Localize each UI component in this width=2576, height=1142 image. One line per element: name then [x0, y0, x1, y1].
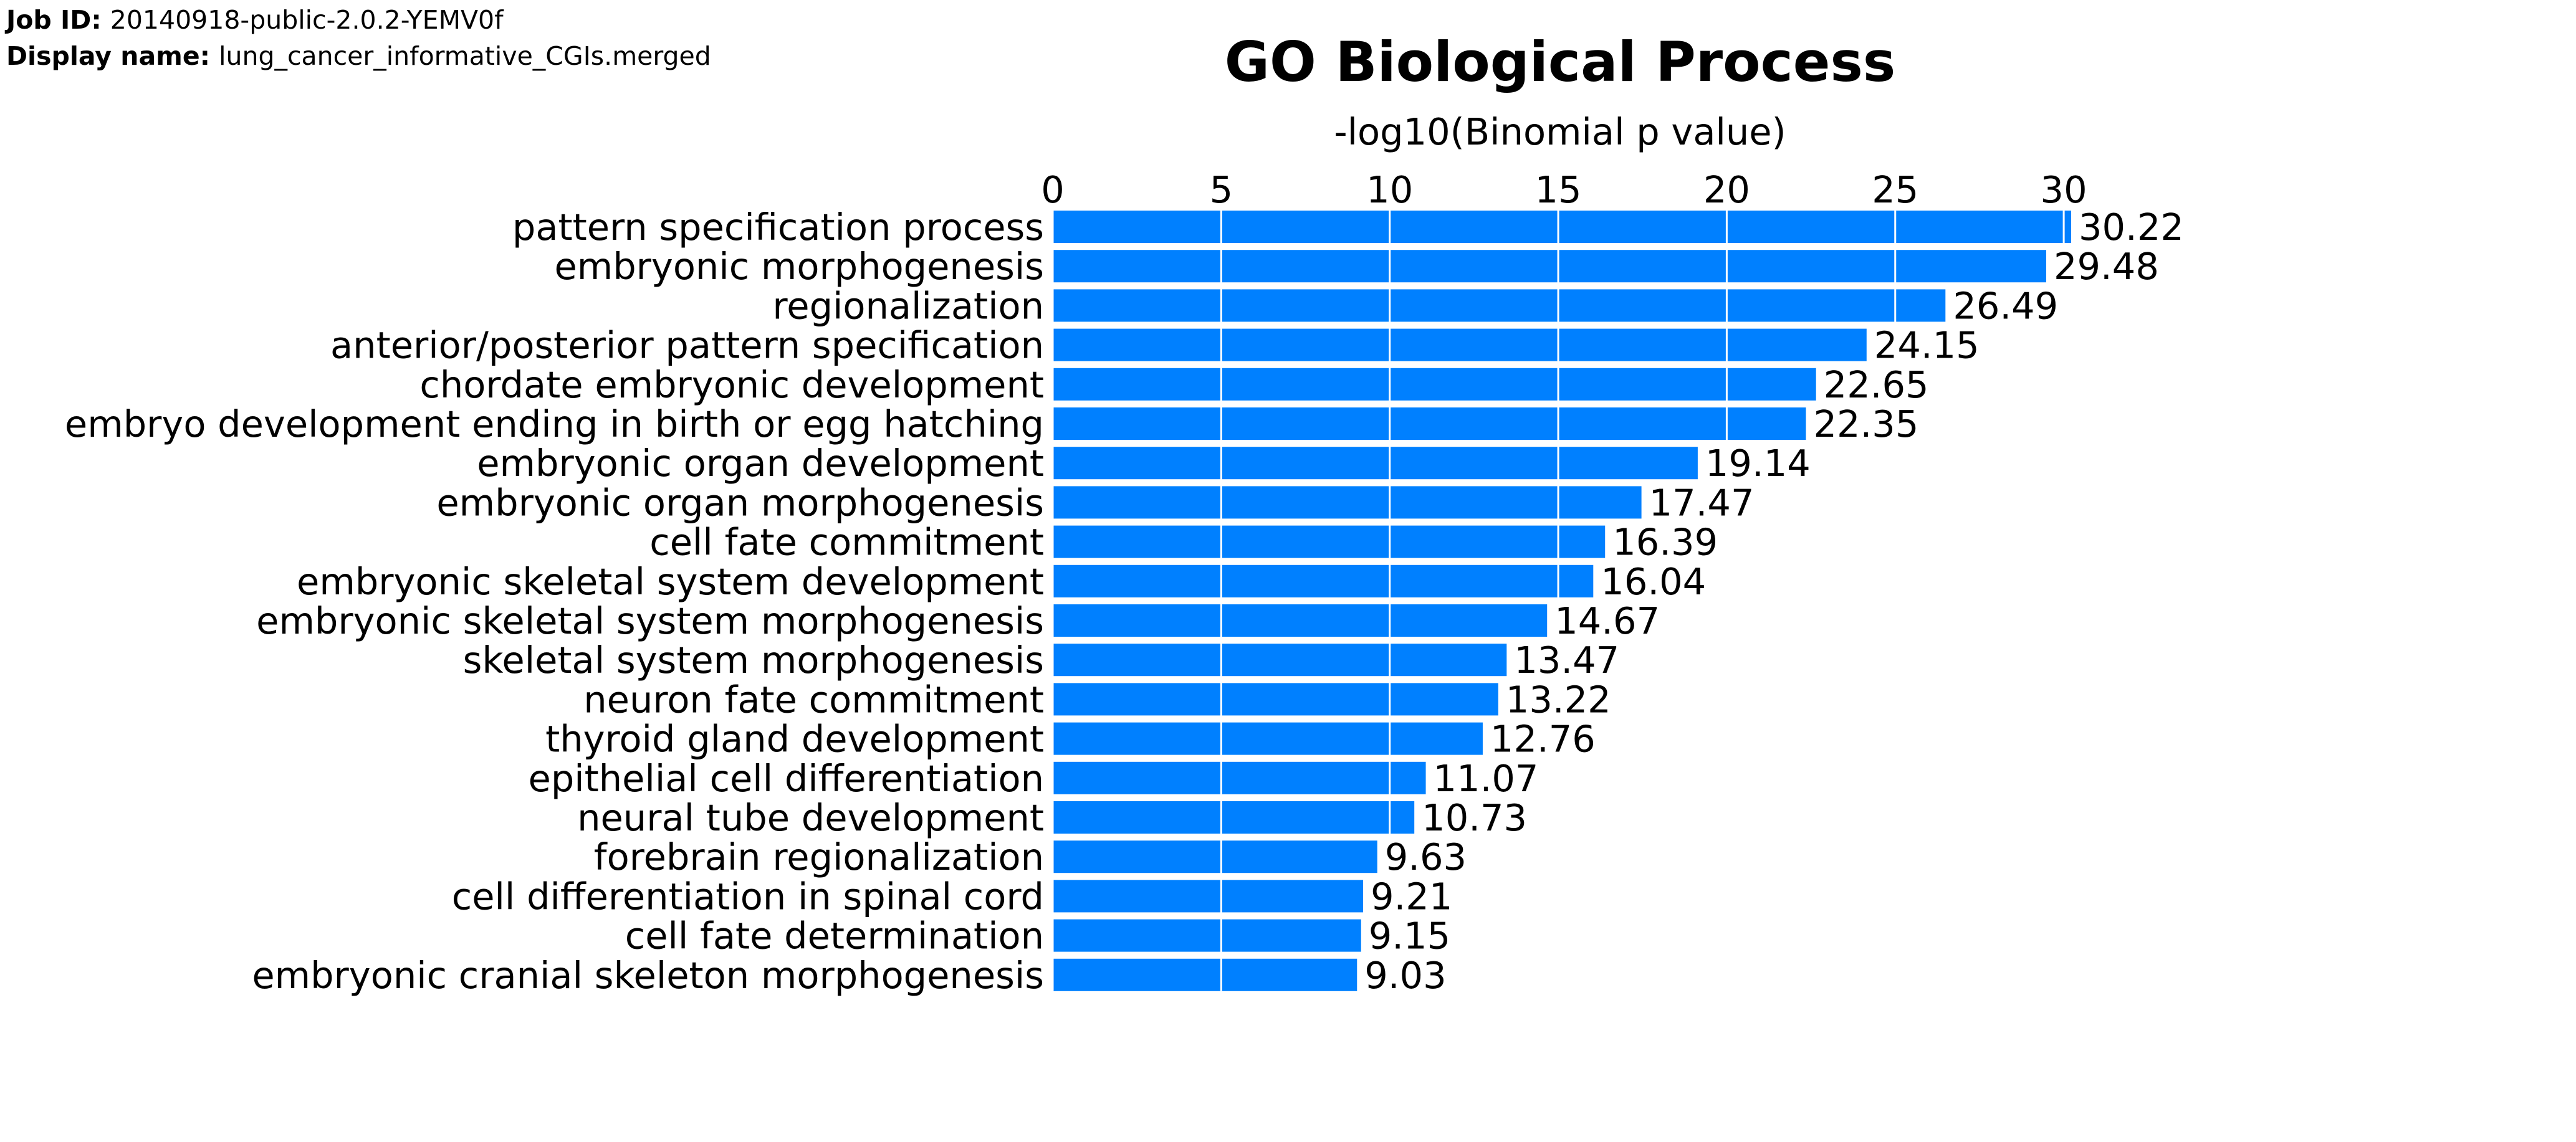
value-label: 9.03: [1364, 954, 1446, 997]
category-label: chordate embryonic development: [419, 363, 1044, 406]
job-id-line: Job ID: 20140918-public-2.0.2-YEMV0f: [6, 5, 504, 35]
bar: [1053, 683, 1498, 716]
category-label: cell fate determination: [625, 915, 1044, 958]
category-label: forebrain regionalization: [594, 835, 1044, 878]
x-tick-label: 0: [1041, 168, 1065, 211]
bar: [1053, 211, 2071, 243]
value-label: 16.39: [1612, 521, 1718, 564]
bar: [1053, 958, 1357, 991]
bar: [1053, 407, 1806, 440]
x-tick-labels-group: 0 5 10 15 20 25 30: [1041, 168, 2087, 211]
category-label: embryonic skeletal system development: [297, 560, 1044, 603]
bar: [1053, 486, 1642, 519]
value-label: 16.04: [1601, 560, 1706, 603]
category-label: epithelial cell differentiation: [529, 757, 1044, 800]
category-label: embryonic cranial skeleton morphogenesis: [252, 954, 1044, 997]
category-label: regionalization: [772, 284, 1044, 327]
category-label: embryonic organ development: [477, 442, 1044, 485]
category-label: embryo development ending in birth or eg…: [65, 402, 1044, 445]
display-name-value: lung_cancer_informative_CGIs.merged: [219, 41, 711, 71]
value-label: 9.15: [1369, 915, 1450, 958]
value-label: 12.76: [1490, 718, 1596, 761]
category-label: cell fate commitment: [649, 521, 1044, 564]
bar: [1053, 250, 2046, 283]
bar: [1053, 525, 1606, 558]
bars-group: [1053, 211, 2071, 991]
value-label: 26.49: [1953, 284, 2058, 327]
display-name-label: Display name:: [6, 41, 211, 71]
value-label: 14.67: [1554, 599, 1660, 642]
value-label: 9.63: [1385, 835, 1467, 878]
bar: [1053, 722, 1483, 755]
value-label: 19.14: [1705, 442, 1811, 485]
value-label: 13.22: [1506, 678, 1611, 721]
display-name-line: Display name: lung_cancer_informative_CGI…: [6, 41, 711, 71]
category-label: cell differentiation in spinal cord: [452, 875, 1044, 918]
value-label: 17.47: [1649, 481, 1755, 524]
x-tick-label: 10: [1366, 168, 1413, 211]
bar: [1053, 761, 1426, 794]
bar: [1053, 644, 1507, 677]
value-labels-group: 30.2229.4826.4924.1522.6522.3519.1417.47…: [1364, 206, 2184, 997]
chart-title: GO Biological Process: [1225, 30, 1895, 94]
x-tick-label: 30: [2041, 168, 2087, 211]
x-tick-label: 5: [1210, 168, 1233, 211]
value-label: 10.73: [1422, 796, 1527, 839]
x-tick-label: 15: [1535, 168, 1582, 211]
bar: [1053, 919, 1361, 952]
value-label: 30.22: [2079, 206, 2184, 249]
value-label: 13.47: [1514, 639, 1619, 682]
bar: [1053, 289, 1946, 322]
value-label: 29.48: [2054, 245, 2159, 288]
bar: [1053, 447, 1698, 480]
value-label: 22.65: [1824, 363, 1929, 406]
value-label: 9.21: [1371, 875, 1452, 918]
job-id-value: 20140918-public-2.0.2-YEMV0f: [110, 5, 504, 35]
category-label: neural tube development: [577, 796, 1044, 839]
x-tick-label: 25: [1872, 168, 1918, 211]
bar: [1053, 368, 1816, 401]
category-label: skeletal system morphogenesis: [463, 639, 1044, 682]
job-id-label: Job ID:: [6, 5, 102, 35]
bar: [1053, 604, 1548, 637]
category-label: thyroid gland development: [545, 718, 1044, 761]
value-label: 11.07: [1434, 757, 1539, 800]
x-axis-label: -log10(Binomial p value): [1334, 110, 1786, 153]
bar: [1053, 564, 1594, 597]
category-label: anterior/posterior pattern specification: [330, 324, 1044, 367]
value-label: 24.15: [1874, 324, 1980, 367]
category-label: embryonic skeletal system morphogenesis: [256, 599, 1044, 642]
category-label: pattern specification process: [512, 206, 1044, 249]
x-tick-label: 20: [1703, 168, 1750, 211]
category-label: neuron fate commitment: [583, 678, 1044, 721]
bar: [1053, 840, 1377, 873]
bar: [1053, 880, 1363, 913]
gridlines-group: [1051, 211, 2065, 991]
value-label: 22.35: [1813, 402, 1918, 445]
category-label: embryonic morphogenesis: [554, 245, 1044, 288]
bar: [1053, 328, 1867, 361]
bar: [1053, 801, 1415, 834]
category-label: embryonic organ morphogenesis: [436, 481, 1044, 524]
